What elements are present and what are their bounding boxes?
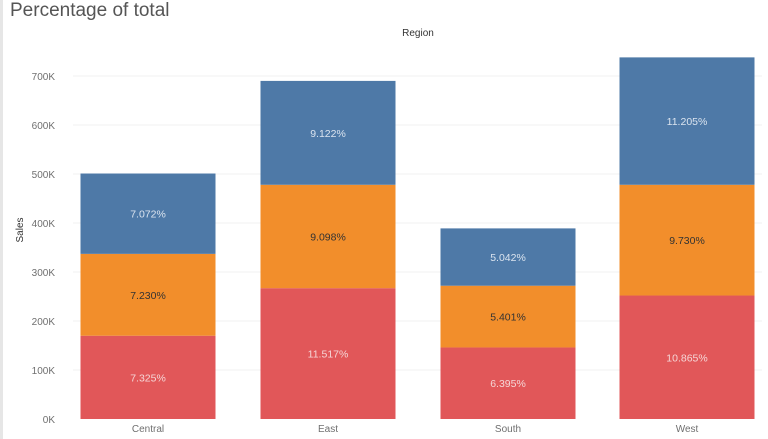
segment-value-label: 11.517% <box>308 349 349 361</box>
y-tick-label: 200K <box>32 317 56 328</box>
segment-value-label: 7.230% <box>130 290 166 302</box>
segment-value-label: 5.042% <box>490 252 526 264</box>
bar-segment <box>80 253 216 336</box>
bar-segment <box>260 288 396 419</box>
x-tick-label: Central <box>132 424 164 435</box>
y-tick-label: 500K <box>32 170 56 181</box>
bar-segment <box>80 173 216 254</box>
bars <box>80 57 755 419</box>
y-tick-label: 700K <box>32 72 56 83</box>
segment-value-label: 9.730% <box>669 235 705 247</box>
bar-segment <box>619 295 755 419</box>
x-tick-label: South <box>495 424 521 435</box>
segment-value-label: 11.205% <box>667 116 708 128</box>
segment-value-label: 6.395% <box>490 378 526 390</box>
y-tick-label: 300K <box>32 268 56 279</box>
bar-segment <box>80 335 216 419</box>
segment-value-label: 7.325% <box>130 372 166 384</box>
bar-segment <box>440 347 576 419</box>
left-border <box>0 0 3 439</box>
bar-segment <box>440 285 576 348</box>
bar-segment <box>619 57 755 185</box>
y-axis-ticks: 0K 100K 200K 300K 400K 500K 600K 700K <box>32 72 56 426</box>
x-axis-ticks: Central East South West <box>132 424 699 435</box>
x-tick-label: West <box>676 424 699 435</box>
x-tick-label: East <box>318 424 338 435</box>
bar-segment <box>260 184 396 289</box>
y-axis-label: Sales <box>15 217 26 242</box>
chart-title: Percentage of total <box>10 0 170 21</box>
segment-value-label: 9.122% <box>310 128 346 140</box>
y-tick-label: 0K <box>43 415 56 426</box>
bar-segment <box>440 228 576 286</box>
segment-value-label: 7.072% <box>130 209 166 221</box>
y-tick-label: 400K <box>32 219 56 230</box>
segment-value-label: 9.098% <box>310 231 346 243</box>
bar-segment <box>260 80 396 185</box>
bar-segment <box>619 184 755 296</box>
y-tick-label: 100K <box>32 366 56 377</box>
segment-value-label: 5.401% <box>490 312 526 324</box>
segment-labels: 7.325% 7.230% 7.072% 11.517% 9.098% 9.122% 6.3… <box>130 116 708 390</box>
region-header-label: Region <box>402 28 434 39</box>
y-tick-label: 600K <box>32 121 56 132</box>
segment-value-label: 10.865% <box>666 352 707 364</box>
